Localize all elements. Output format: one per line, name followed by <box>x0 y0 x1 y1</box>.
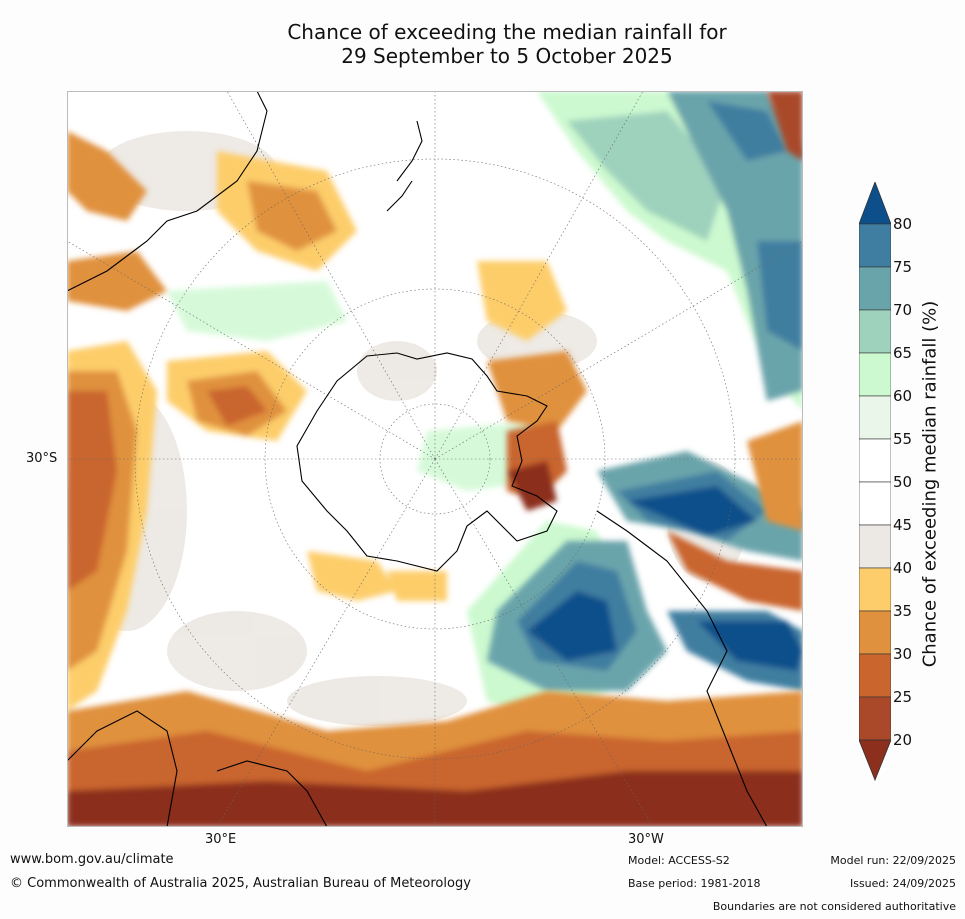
colorbar-extend-below <box>858 739 892 782</box>
africa-coast <box>67 710 178 827</box>
colorbar-extend-above <box>858 180 892 225</box>
colorbar-tick: 60 <box>893 387 913 405</box>
graticule <box>67 91 803 827</box>
title-line-2: 29 September to 5 October 2025 <box>341 44 673 68</box>
very-wet-regions <box>487 451 803 691</box>
rainfall-map[interactable] <box>67 91 803 827</box>
disclaimer-text: Boundaries are not considered authoritat… <box>712 900 956 913</box>
model-run-text: Model run: 22/09/2025 <box>830 854 956 867</box>
copyright-text: © Commonwealth of Australia 2025, Austra… <box>10 876 471 891</box>
model-text: Model: ACCESS-S2 <box>628 854 730 867</box>
colorbar-tick: 55 <box>893 430 913 448</box>
title-line-1: Chance of exceeding the median rainfall … <box>287 20 727 44</box>
coastlines <box>67 91 768 827</box>
colorbar-tick: 45 <box>893 516 913 534</box>
base-period-text: Base period: 1981-2018 <box>628 877 761 890</box>
colorbar-svg <box>858 180 892 782</box>
madagascar-coast <box>216 760 328 827</box>
longitude-label-30w: 30°W <box>628 832 664 847</box>
colorbar-tick: 25 <box>893 688 913 706</box>
issued-text: Issued: 24/09/2025 <box>849 877 956 890</box>
colorbar-tick: 35 <box>893 602 913 620</box>
map-title: Chance of exceeding the median rainfall … <box>0 20 965 68</box>
colorbar-tick: 20 <box>893 731 913 749</box>
colorbar-tick: 40 <box>893 559 913 577</box>
south-america-coast <box>596 510 768 827</box>
australia-coast <box>67 91 268 292</box>
colorbar-tick: 65 <box>893 344 913 362</box>
colorbar-tick: 80 <box>893 215 913 233</box>
colorbar-label: Chance of exceeding median rainfall (%) <box>919 300 941 668</box>
new-zealand-coast <box>386 120 423 212</box>
colorbar-tick: 50 <box>893 473 913 491</box>
website-link[interactable]: www.bom.gov.au/climate <box>10 852 174 867</box>
antarctica-outline <box>296 352 558 572</box>
colorbar-tick: 75 <box>893 258 913 276</box>
map-canvas <box>67 91 803 827</box>
colorbar <box>858 180 892 782</box>
colorbar-tick: 30 <box>893 645 913 663</box>
latitude-label-30s: 30°S <box>26 451 58 466</box>
colorbar-tick: 70 <box>893 301 913 319</box>
longitude-label-30e: 30°E <box>205 832 237 847</box>
